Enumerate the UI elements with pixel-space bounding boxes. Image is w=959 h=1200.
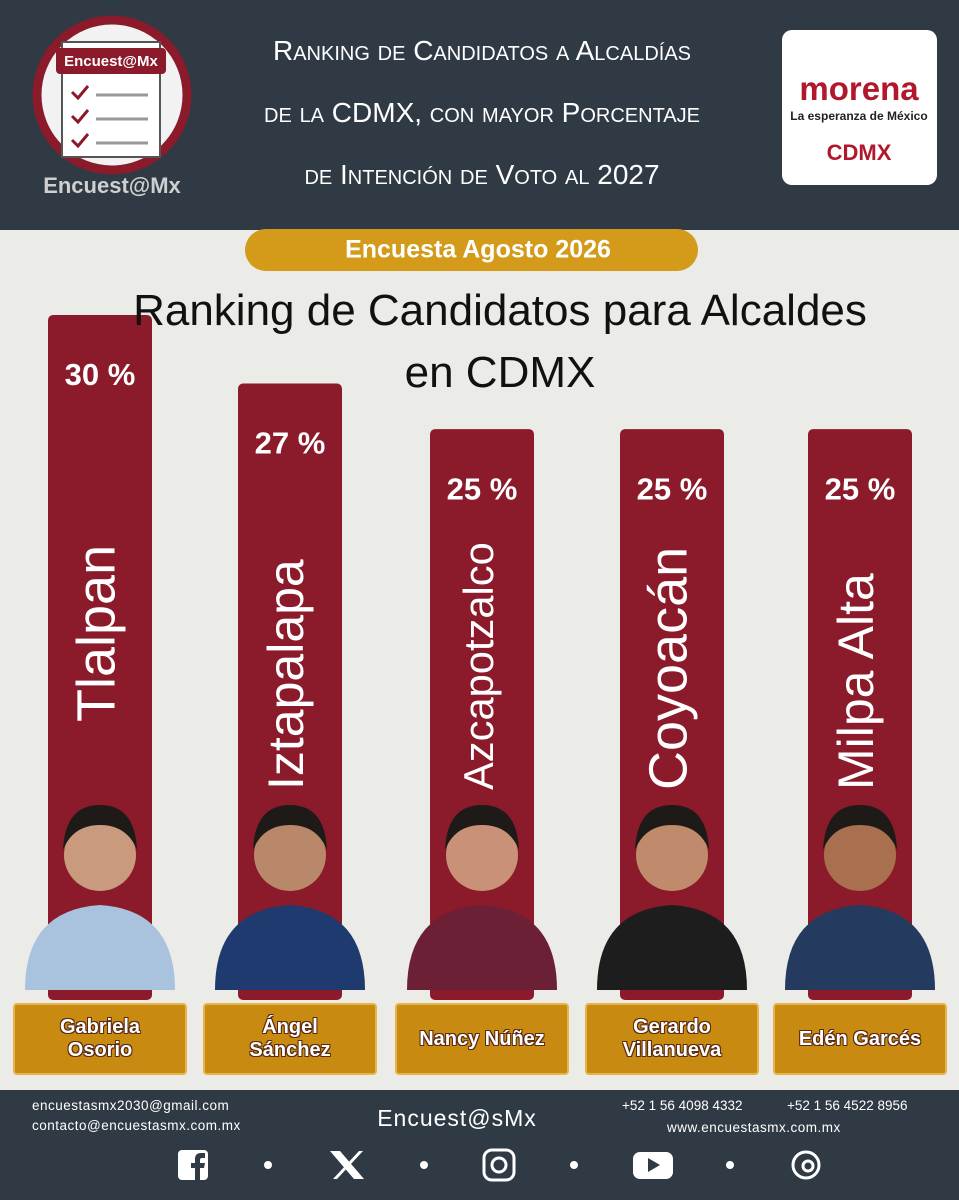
bars: 30 % Tlalpan 27 % Iztapalapa 25 % Azcapotzalc…	[25, 315, 935, 1001]
photo-hair	[635, 805, 709, 850]
category-label: Coyoacán	[638, 547, 698, 790]
value-label: 25 %	[637, 471, 708, 506]
candidate-name: Nancy Núñez	[395, 1003, 569, 1075]
footer-phone: +52 1 56 4522 8956	[787, 1098, 908, 1113]
photo-head	[254, 819, 326, 891]
candidate-name: Gabriela Osorio	[13, 1003, 187, 1075]
party-tagline: La esperanza de México	[790, 109, 927, 123]
photo-hair	[63, 805, 137, 850]
logo-badge: Encuest@Mx	[64, 53, 158, 70]
photo-head	[636, 819, 708, 891]
header-title-line: Ranking de Candidatos a Alcaldías	[273, 35, 691, 66]
value-label: 25 %	[825, 471, 896, 506]
logo-checks	[70, 85, 148, 149]
photo-body	[407, 905, 557, 990]
header-title-line: de la CDMX, con mayor Porcentaje	[264, 97, 700, 128]
header-title-line: de Intención de Voto al 2027	[304, 159, 659, 190]
logo-badge-bg	[56, 48, 166, 74]
value-label: 27 %	[255, 426, 326, 461]
footer-email: encuestasmx2030@gmail.com	[32, 1098, 229, 1113]
subtitle-pill	[245, 229, 698, 271]
category-label: Milpa Alta	[828, 573, 884, 790]
chart-subtitle: Encuesta Agosto 2026	[345, 236, 611, 264]
photo-head	[824, 819, 896, 891]
photo-body	[785, 905, 935, 990]
candidate-name: Edén Garcés	[773, 1003, 947, 1075]
party-logo-bg	[782, 30, 937, 185]
footer-phone: +52 1 56 4098 4332	[622, 1098, 743, 1113]
photo-body	[215, 905, 365, 990]
category-label: Azcapotzalco	[455, 542, 502, 790]
candidate-name: Ángel Sánchez	[203, 1003, 377, 1075]
photo-hair	[823, 805, 897, 850]
value-label: 25 %	[447, 471, 518, 506]
header-title: Ranking de Candidatos a Alcaldías de la C…	[264, 35, 700, 190]
footer-brand: Encuest@sMx	[377, 1105, 537, 1131]
candidate-name: Gerardo Villanueva	[585, 1003, 759, 1075]
value-label: 30 %	[65, 357, 136, 392]
footer-website: www.encuestasmx.com.mx	[666, 1120, 841, 1135]
chart-title: Ranking de Candidatos para Alcaldes en C…	[133, 286, 867, 397]
social-icons	[178, 1148, 821, 1182]
photo-hair	[253, 805, 327, 850]
photo-head	[64, 819, 136, 891]
category-label: Iztapalapa	[258, 559, 314, 790]
category-label: Tlalpan	[66, 545, 126, 722]
photo-head	[446, 819, 518, 891]
footer-band	[0, 1090, 959, 1200]
party-region: CDMX	[827, 140, 892, 165]
logo-caption: Encuest@Mx	[43, 173, 181, 198]
photo-body	[25, 905, 175, 990]
footer-email: contacto@encuestasmx.com.mx	[32, 1118, 241, 1133]
photo-hair	[445, 805, 519, 850]
party-name: morena	[799, 70, 919, 107]
photo-body	[597, 905, 747, 990]
